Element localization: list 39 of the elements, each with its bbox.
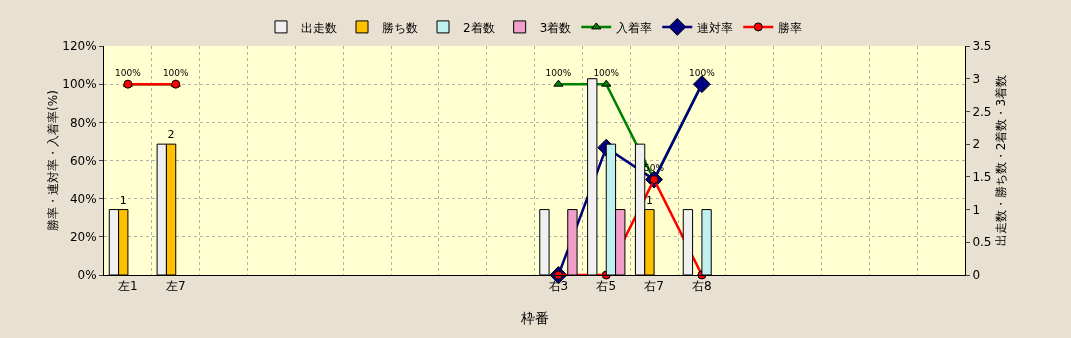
- x-tick-label: 右8: [692, 279, 712, 294]
- y2-tick-label: 0: [972, 268, 981, 283]
- y2-axis-title: 出走数・勝ち数・2着数・3着数: [994, 74, 1008, 247]
- x-tick-label: 左7: [165, 279, 186, 294]
- x-axis-title: 枠番: [519, 309, 549, 326]
- y-tick-label: 100%: [62, 77, 97, 92]
- y-tick-label: 40%: [69, 191, 97, 206]
- y2-tick-label: 3.5: [972, 39, 992, 54]
- legend-label: 出走数: [301, 20, 337, 35]
- x-tick-label: 右7: [644, 279, 664, 294]
- legend-label: 勝率: [778, 20, 803, 35]
- y-tick-label: 20%: [69, 230, 97, 245]
- legend-label: 3着数: [539, 20, 572, 35]
- y-tick-label: 80%: [69, 115, 97, 130]
- data-label: 100%: [593, 67, 620, 78]
- legend-label: 2着数: [463, 20, 495, 35]
- data-label: 1: [119, 193, 127, 207]
- y-tick-label: 120%: [62, 39, 97, 54]
- y2-tick-label: 1.5: [972, 170, 992, 185]
- data-label: 100%: [162, 67, 190, 78]
- y-tick-label: 0%: [77, 268, 97, 283]
- legend-label: 連対率: [697, 20, 734, 35]
- x-tick-label: 右3: [548, 279, 569, 294]
- data-label: 2: [167, 128, 175, 142]
- y2-tick-label: 2.5: [972, 104, 992, 119]
- y2-tick-label: 2: [972, 137, 981, 152]
- y-tick-label: 60%: [69, 153, 97, 168]
- legend-label: 入着率: [616, 20, 653, 35]
- y2-tick-label: 3: [972, 71, 981, 86]
- x-tick-label: 左1: [118, 279, 138, 294]
- data-label: 100%: [689, 67, 716, 78]
- data-label: 1: [645, 193, 653, 207]
- x-tick-label: 右5: [596, 279, 617, 294]
- y2-tick-label: 0.5: [972, 235, 992, 250]
- data-label: 100%: [545, 67, 572, 78]
- y2-tick-label: 1: [972, 202, 981, 217]
- y-axis-title: 勝率・連対率・入着率(%): [46, 90, 61, 231]
- legend-label: 勝ち数: [382, 20, 418, 35]
- data-label: 100%: [115, 67, 142, 78]
